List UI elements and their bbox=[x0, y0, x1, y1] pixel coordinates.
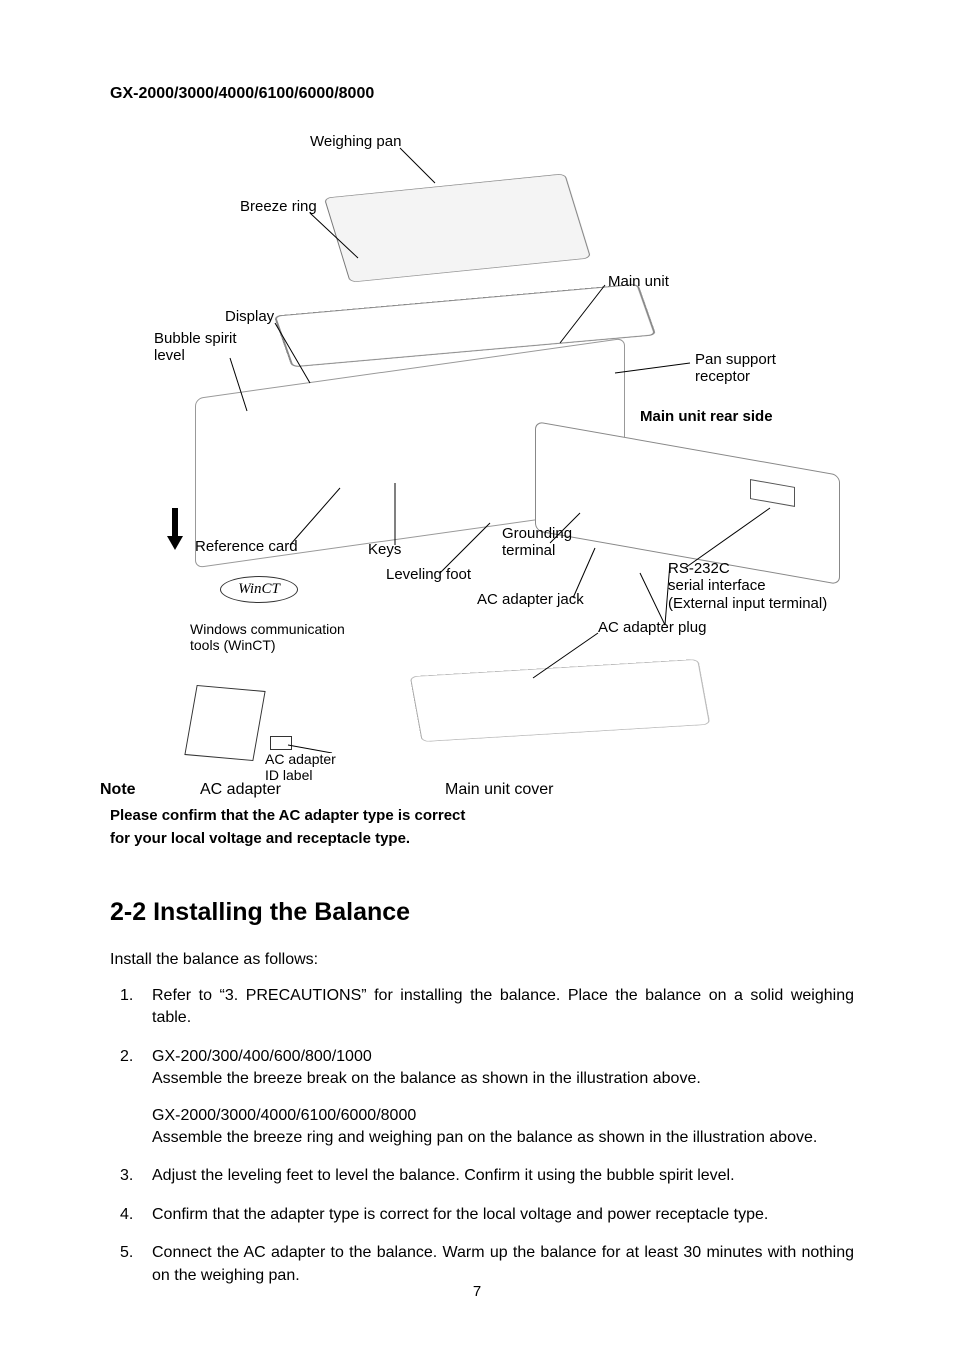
step-1-text: Refer to “3. PRECAUTIONS” for installing… bbox=[152, 987, 854, 1026]
note-text: Please confirm that the AC adapter type … bbox=[110, 805, 854, 850]
step-3-text: Adjust the leveling feet to level the ba… bbox=[152, 1167, 735, 1184]
label-weighing-pan: Weighing pan bbox=[310, 133, 401, 150]
label-win-comm-tools: Windows communication tools (WinCT) bbox=[190, 621, 345, 653]
note-text-line2: for your local voltage and receptacle ty… bbox=[110, 828, 854, 851]
sketch-weighing-pan bbox=[324, 173, 591, 282]
note-text-line1: Please confirm that the AC adapter type … bbox=[110, 805, 854, 828]
step-2-sub: GX-2000/3000/4000/6100/6000/8000 Assembl… bbox=[152, 1105, 854, 1150]
label-ac-adapter: AC adapter bbox=[200, 781, 281, 799]
step-2-line2: Assemble the breeze break on the balance… bbox=[152, 1070, 701, 1087]
step-1-num: 1. bbox=[120, 985, 133, 1007]
step-2-sub-line1: GX-2000/3000/4000/6100/6000/8000 bbox=[152, 1107, 416, 1124]
label-ac-adapter-jack: AC adapter jack bbox=[477, 591, 584, 608]
step-4-text: Confirm that the adapter type is correct… bbox=[152, 1206, 768, 1223]
label-main-unit-cover: Main unit cover bbox=[445, 781, 554, 799]
winct-disc: WinCT bbox=[220, 576, 298, 603]
sketch-ac-adapter-label bbox=[270, 736, 292, 750]
intro-text: Install the balance as follows: bbox=[110, 951, 854, 969]
step-4: 4. Confirm that the adapter type is corr… bbox=[152, 1204, 854, 1226]
sketch-main-unit-cover bbox=[410, 659, 710, 742]
label-grounding-terminal: Grounding terminal bbox=[502, 525, 572, 560]
model-title: GX-2000/3000/4000/6100/6000/8000 bbox=[110, 85, 854, 103]
step-5-num: 5. bbox=[120, 1242, 133, 1264]
step-1: 1. Refer to “3. PRECAUTIONS” for install… bbox=[152, 985, 854, 1030]
label-ac-adapter-plug: AC adapter plug bbox=[598, 619, 706, 636]
sketch-ac-adapter bbox=[184, 685, 265, 761]
step-3: 3. Adjust the leveling feet to level the… bbox=[152, 1165, 854, 1187]
label-main-unit-rear-side: Main unit rear side bbox=[640, 408, 773, 425]
label-keys: Keys bbox=[368, 541, 401, 558]
note-label: Note bbox=[100, 781, 136, 799]
step-2-line1: GX-200/300/400/600/800/1000 bbox=[152, 1048, 372, 1065]
step-3-num: 3. bbox=[120, 1165, 133, 1187]
diagram-container: WinCT bbox=[110, 113, 850, 793]
steps-list: 1. Refer to “3. PRECAUTIONS” for install… bbox=[110, 985, 854, 1287]
label-rs232c: RS-232C serial interface (External input… bbox=[668, 560, 827, 612]
page: GX-2000/3000/4000/6100/6000/8000 WinCT bbox=[0, 0, 954, 1350]
assembly-arrow-stem bbox=[172, 508, 178, 538]
label-leveling-foot: Leveling foot bbox=[386, 566, 471, 583]
label-ac-adapter-id-label: AC adapter ID label bbox=[265, 751, 336, 783]
label-pan-support-receptor: Pan support receptor bbox=[695, 351, 776, 386]
label-main-unit: Main unit bbox=[608, 273, 669, 290]
label-bubble-spirit-level: Bubble spirit level bbox=[154, 330, 237, 365]
step-4-num: 4. bbox=[120, 1204, 133, 1226]
assembly-arrow-head bbox=[167, 536, 183, 550]
step-2-num: 2. bbox=[120, 1046, 133, 1068]
section-heading: 2-2 Installing the Balance bbox=[110, 898, 854, 927]
label-reference-card: Reference card bbox=[195, 538, 298, 555]
page-number: 7 bbox=[0, 1283, 954, 1300]
step-2: 2. GX-200/300/400/600/800/1000 Assemble … bbox=[152, 1046, 854, 1150]
label-display: Display bbox=[225, 308, 274, 325]
step-5-text: Connect the AC adapter to the balance. W… bbox=[152, 1244, 854, 1283]
step-5: 5. Connect the AC adapter to the balance… bbox=[152, 1242, 854, 1287]
label-breeze-ring: Breeze ring bbox=[240, 198, 317, 215]
step-2-sub-line2: Assemble the breeze ring and weighing pa… bbox=[152, 1129, 817, 1146]
